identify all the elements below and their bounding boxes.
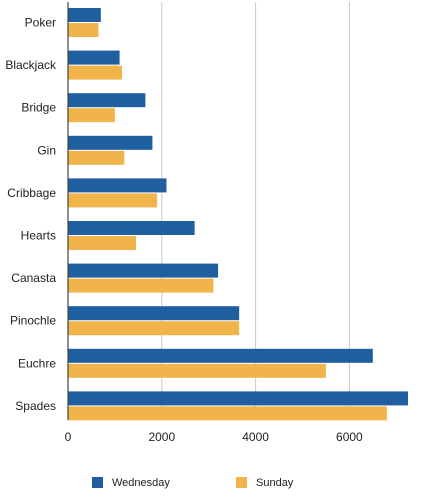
bar-wednesday-canasta <box>68 263 219 278</box>
bar-sunday-blackjack <box>68 65 122 80</box>
legend-label: Wednesday <box>112 477 170 489</box>
category-label: Bridge <box>21 101 56 115</box>
category-label: Blackjack <box>5 58 57 72</box>
x-tick-label: 4000 <box>242 430 269 444</box>
x-tick-label: 6000 <box>336 430 363 444</box>
bar-sunday-pinochle <box>68 321 240 336</box>
bar-sunday-hearts <box>68 236 136 250</box>
bar-sunday-poker <box>68 23 99 37</box>
legend: Wednesday Sunday <box>92 477 294 489</box>
category-label: Cribbage <box>7 186 56 200</box>
category-label: Canasta <box>11 271 56 285</box>
bar-wednesday-spades <box>68 391 408 406</box>
bar-sunday-cribbage <box>68 193 158 208</box>
category-label: Euchre <box>18 356 56 370</box>
bar-wednesday-pinochle <box>68 306 240 321</box>
category-label: Pinochle <box>10 314 56 328</box>
bar-wednesday-blackjack <box>68 50 120 65</box>
bar-wednesday-gin <box>68 135 153 150</box>
legend-swatch <box>92 477 103 488</box>
bar-wednesday-cribbage <box>68 178 167 193</box>
bar-wednesday-poker <box>68 8 101 22</box>
category-label: Gin <box>37 143 56 157</box>
legend-label: Sunday <box>256 477 294 489</box>
bars <box>68 8 408 421</box>
bar-wednesday-hearts <box>68 221 195 235</box>
bar-sunday-spades <box>68 406 387 421</box>
legend-swatch <box>236 477 247 488</box>
category-label: Hearts <box>21 229 56 243</box>
bar-sunday-canasta <box>68 278 214 293</box>
bar-sunday-euchre <box>68 363 326 378</box>
x-tick-labels: 0 2000 4000 6000 <box>65 430 363 444</box>
bar-sunday-bridge <box>68 108 115 123</box>
bar-wednesday-bridge <box>68 93 146 108</box>
category-label: Spades <box>15 399 56 413</box>
bar-wednesday-euchre <box>68 348 373 363</box>
category-labels: Poker Blackjack Bridge Gin Cribbage Hearts Can… <box>5 16 57 413</box>
x-tick-label: 0 <box>65 430 72 444</box>
x-tick-label: 2000 <box>148 430 175 444</box>
bar-sunday-gin <box>68 150 125 165</box>
category-label: Poker <box>25 16 56 30</box>
